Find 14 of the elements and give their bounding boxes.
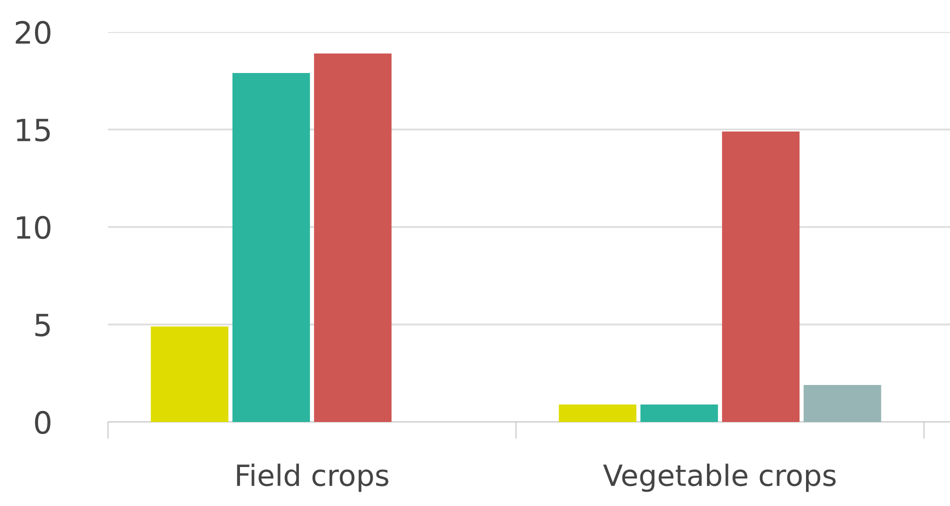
bar (558, 404, 636, 422)
bar (232, 72, 310, 422)
y-tick-label: 5 (35, 314, 50, 337)
bar (314, 53, 392, 422)
x-tick-label: Field crops (237, 464, 388, 492)
bar (722, 131, 800, 422)
x-tick-label: Vegetable crops (603, 464, 836, 492)
bar (640, 404, 718, 422)
y-tick-label: 10 (16, 216, 50, 240)
bar (150, 326, 228, 422)
bar (804, 384, 882, 422)
y-tick-label: 15 (16, 118, 50, 142)
y-tick-label: 0 (35, 410, 50, 434)
y-tick-label: 20 (16, 20, 50, 44)
